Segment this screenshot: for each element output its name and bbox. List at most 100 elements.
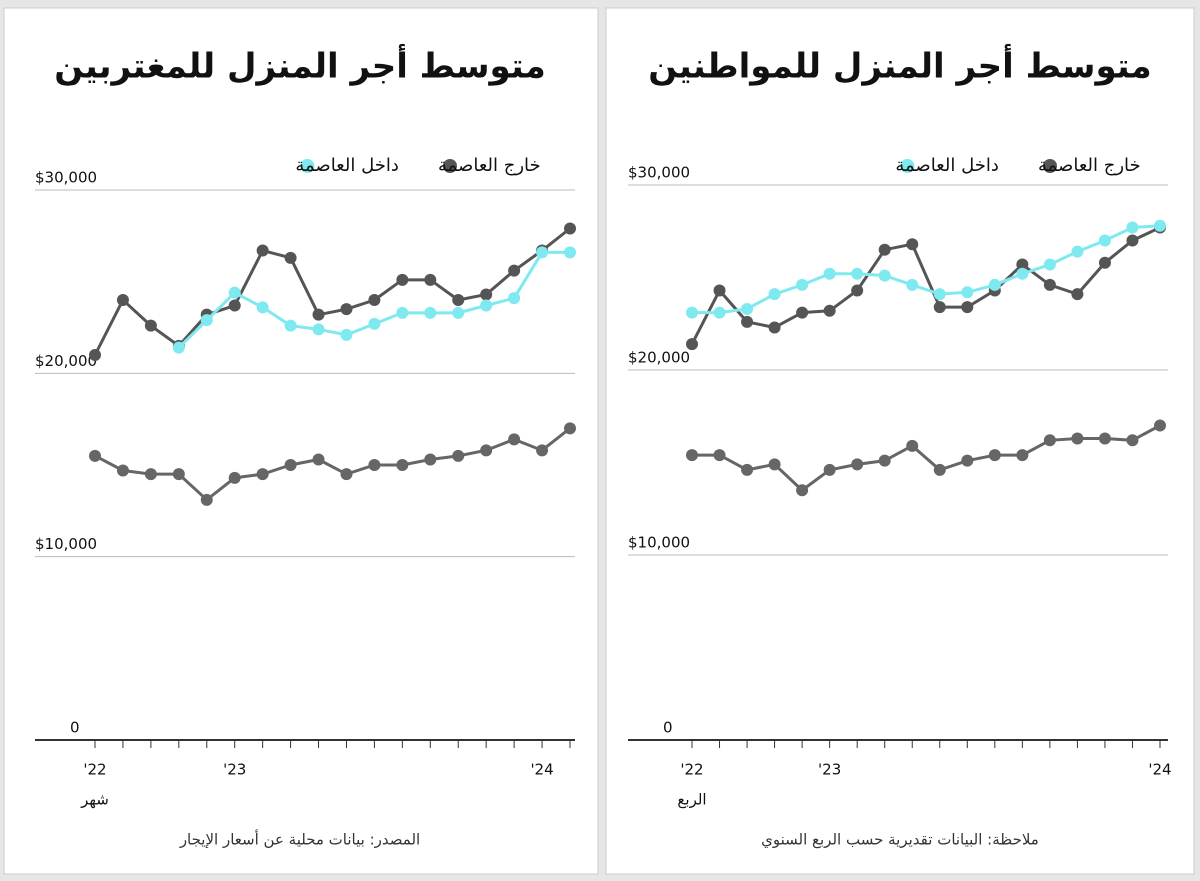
data-point [564, 422, 576, 435]
data-point [1126, 434, 1139, 447]
data-point [424, 273, 437, 286]
data-point [713, 284, 726, 297]
legend-label: خارج العاصمة [438, 155, 541, 176]
data-point [851, 458, 864, 471]
data-point [823, 304, 836, 317]
data-point [480, 299, 493, 312]
data-point [933, 301, 946, 314]
data-point [1154, 219, 1166, 232]
data-point [796, 484, 809, 497]
chart-title: متوسط أجر المنزل للمواطنين [648, 44, 1151, 87]
data-point [340, 328, 353, 341]
data-point [796, 278, 809, 291]
data-point [1016, 267, 1029, 280]
data-point [796, 306, 809, 319]
data-point [508, 292, 521, 305]
legend-marker [900, 159, 915, 173]
data-point [878, 454, 891, 467]
data-point [1154, 419, 1166, 432]
data-point [200, 493, 213, 506]
data-point [452, 306, 465, 319]
data-point [1043, 278, 1056, 291]
data-point [312, 323, 325, 336]
data-point [1098, 256, 1111, 269]
data-point [424, 306, 437, 319]
data-point [741, 302, 754, 315]
data-point [1043, 258, 1056, 271]
data-point [256, 301, 269, 314]
data-point [228, 286, 241, 299]
data-point [284, 251, 297, 264]
note: المصدر: بيانات محلية عن أسعار الإيجار [179, 830, 420, 849]
data-point [768, 288, 781, 301]
data-point [741, 315, 754, 328]
data-point [256, 468, 269, 481]
data-point [172, 468, 185, 481]
data-point [452, 294, 465, 306]
data-point [961, 454, 974, 467]
data-point [89, 349, 101, 361]
data-point [686, 338, 698, 351]
data-point [686, 306, 698, 319]
data-point [144, 468, 157, 481]
data-point [906, 439, 919, 452]
data-point [713, 449, 726, 462]
legend-marker [300, 159, 315, 173]
data-point [368, 294, 381, 306]
y-tick-label: 0 [70, 719, 80, 737]
data-point [1043, 434, 1056, 447]
data-point [933, 288, 946, 301]
data-point [396, 306, 409, 319]
data-point [878, 243, 891, 256]
data-point [741, 463, 754, 476]
data-point [686, 449, 698, 462]
x-tick-label: '23 [223, 761, 246, 779]
data-point [200, 314, 213, 327]
data-point [312, 308, 325, 321]
data-point [368, 459, 381, 471]
data-point [1098, 234, 1111, 247]
data-point [312, 453, 325, 466]
y-tick-label: $10,000 [628, 534, 690, 552]
data-point [508, 433, 521, 446]
legend-label: خارج العاصمة [1038, 155, 1141, 176]
data-point [284, 319, 297, 332]
data-point [284, 459, 297, 471]
data-point [1098, 432, 1111, 445]
y-tick-label: $10,000 [35, 535, 97, 553]
data-point [933, 463, 946, 476]
data-point [768, 458, 781, 471]
data-point [851, 267, 864, 280]
data-point [536, 444, 549, 457]
data-point [340, 468, 353, 481]
data-point [1016, 258, 1029, 271]
y-tick-label: 0 [663, 719, 673, 737]
data-point [256, 244, 269, 257]
data-point [878, 269, 891, 282]
data-point [1126, 234, 1139, 247]
data-point [89, 449, 101, 462]
data-point [536, 246, 549, 259]
data-point [988, 449, 1001, 462]
data-point [480, 444, 493, 457]
data-point [480, 288, 493, 301]
data-point [228, 299, 241, 312]
data-point [851, 284, 864, 297]
legend-label: داخل العاصمة [295, 155, 399, 176]
data-point [1126, 221, 1139, 234]
data-point [172, 341, 185, 354]
data-point [368, 317, 381, 330]
x-tick-label: '22 [83, 761, 106, 779]
x-tick-label: '23 [818, 761, 841, 779]
x-tick-label: '22 [680, 761, 703, 779]
data-point [396, 459, 409, 471]
y-tick-label: $30,000 [628, 164, 690, 182]
data-point [988, 278, 1001, 291]
y-tick-label: $20,000 [35, 352, 97, 370]
data-point [564, 222, 576, 235]
data-point [713, 306, 726, 319]
data-point [396, 273, 409, 286]
left-panel [3, 7, 599, 875]
data-point [144, 319, 157, 332]
